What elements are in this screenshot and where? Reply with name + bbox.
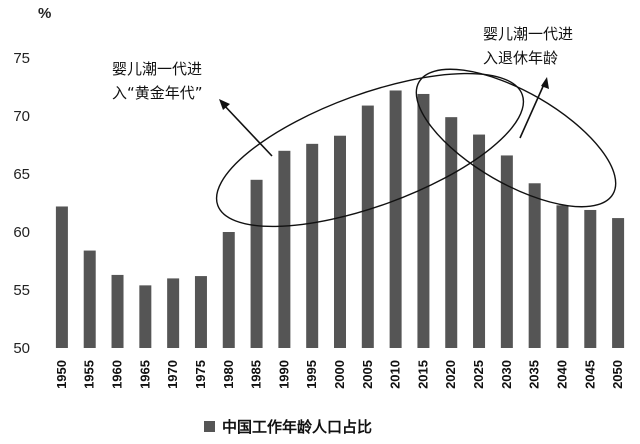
bar	[556, 205, 569, 348]
x-tick-label: 1990	[276, 360, 291, 389]
bar	[528, 183, 541, 348]
x-tick-label: 2000	[332, 360, 347, 389]
bar	[139, 285, 152, 348]
annotation-arrow-left	[219, 99, 273, 157]
x-tick-label: 1985	[249, 360, 264, 389]
x-tick-label: 2005	[360, 360, 375, 389]
annotation-text-retire-line1: 婴儿潮一代进	[483, 25, 573, 43]
y-axis: 50 55 60 65 70 75	[13, 50, 30, 357]
annotation-text-golden-line2: 入“黄金年代”	[112, 84, 203, 102]
bar	[55, 206, 68, 348]
legend-label: 中国工作年龄人口占比	[222, 418, 372, 436]
bar	[334, 135, 346, 348]
y-tick-label: 55	[13, 282, 30, 299]
bar-series	[55, 90, 625, 349]
y-tick-label: 75	[13, 50, 30, 67]
x-tick-label: 2020	[443, 360, 458, 389]
legend-swatch	[204, 421, 215, 432]
bar	[306, 143, 319, 348]
x-tick-label: 1965	[137, 360, 152, 389]
bar	[417, 93, 430, 349]
legend: 中国工作年龄人口占比	[204, 418, 372, 436]
annotation-text-retire-line2: 入退休年龄	[483, 49, 558, 67]
x-tick-label: 1995	[304, 360, 319, 389]
x-tick-label: 2015	[415, 360, 430, 389]
x-tick-label: 2025	[471, 360, 486, 389]
annotation-arrow-right	[519, 77, 549, 139]
bar	[361, 105, 374, 348]
bar	[194, 276, 207, 348]
annotation-text-golden-line1: 婴儿潮一代进	[112, 60, 202, 78]
bar	[612, 218, 625, 348]
bar	[111, 274, 124, 348]
y-tick-label: 70	[13, 108, 30, 125]
x-tick-label: 2030	[499, 360, 514, 389]
y-tick-label: 65	[13, 166, 30, 183]
y-tick-label: 60	[13, 224, 30, 241]
x-tick-label: 2035	[527, 360, 542, 389]
bar	[278, 150, 291, 348]
x-axis: 1950 1955 1960 1965 1970 1975 1980 1985 1990 1995…	[54, 360, 625, 389]
x-tick-label: 2045	[582, 360, 597, 389]
x-tick-label: 1950	[54, 360, 69, 389]
bar	[250, 179, 263, 348]
bar	[445, 117, 458, 348]
bar	[222, 232, 235, 348]
x-tick-label: 2040	[554, 360, 569, 389]
annotation-ellipse-retirement	[415, 68, 617, 208]
bar	[473, 134, 486, 348]
bar	[167, 278, 180, 348]
x-tick-label: 2010	[388, 360, 403, 389]
x-tick-label: 1975	[193, 360, 208, 389]
y-tick-label: 50	[13, 340, 30, 357]
x-tick-label: 1980	[221, 360, 236, 389]
bar	[500, 155, 513, 348]
bar	[584, 209, 597, 348]
x-tick-label: 1960	[110, 360, 125, 389]
bar	[83, 250, 96, 348]
annotation-ellipse-golden-era	[215, 72, 525, 228]
y-axis-unit-label: %	[38, 5, 51, 22]
x-tick-label: 2050	[610, 360, 625, 389]
x-tick-label: 1955	[82, 360, 97, 389]
x-tick-label: 1970	[165, 360, 180, 389]
bar	[389, 90, 402, 348]
